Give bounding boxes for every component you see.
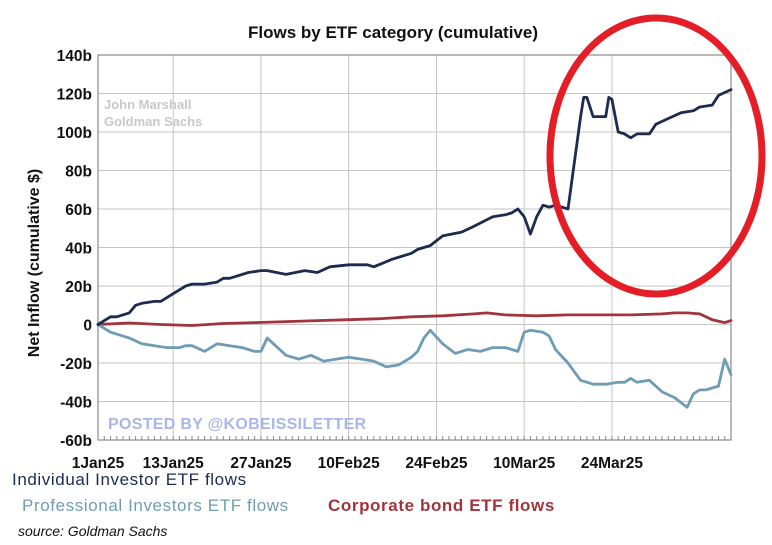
y-tick-label: 20b <box>65 279 92 296</box>
x-tick-label: 13Jan25 <box>143 455 205 472</box>
source-note: source: Goldman Sachs <box>18 523 168 539</box>
x-tick-label: 10Mar25 <box>493 455 555 472</box>
y-tick-label: 100b <box>57 125 92 142</box>
legend-professional: Professional Investors ETF flows <box>22 496 289 515</box>
x-tick-label: 24Feb25 <box>405 455 467 472</box>
y-tick-label: 60b <box>65 202 92 219</box>
series-line-0 <box>96 88 733 326</box>
y-tick-label: -60b <box>60 433 92 450</box>
series-line-2 <box>96 311 733 327</box>
y-tick-label: 40b <box>65 241 92 258</box>
y-axis-label: Net Inflow (cumulative $) <box>26 169 43 357</box>
highlight-ellipse <box>546 14 766 298</box>
x-tick-label: 27Jan25 <box>230 455 292 472</box>
y-tick-label: 120b <box>57 87 92 104</box>
watermark-line2: Goldman Sachs <box>104 114 202 129</box>
y-tick-label: -40b <box>60 395 92 412</box>
y-tick-label: 0 <box>83 318 92 335</box>
y-tick-label: -20b <box>60 356 92 373</box>
y-axis-ticks: -60b -40b -20b 0 20b 40b 60b 80b 100b 120b 140b <box>57 48 92 450</box>
x-tick-label: 24Mar25 <box>581 455 643 472</box>
chart-title: Flows by ETF category (cumulative) <box>248 23 538 42</box>
y-tick-label: 140b <box>57 48 92 65</box>
legend-individual: Individual Investor ETF flows <box>12 470 247 489</box>
x-axis-ticks: 1Jan25 13Jan25 27Jan25 10Feb25 24Feb25 10Mar2… <box>72 455 644 472</box>
plot-frame <box>97 54 732 441</box>
x-tick-label: 10Feb25 <box>318 455 380 472</box>
series-lines <box>96 88 733 409</box>
y-tick-label: 80b <box>65 164 92 181</box>
series-line-1 <box>96 323 733 409</box>
watermark-line1: John Marshall <box>104 97 191 112</box>
legend-corporate-bond: Corporate bond ETF flows <box>328 496 555 515</box>
x-tick-label: 1Jan25 <box>72 455 125 472</box>
posted-by-watermark: POSTED BY @KOBEISSILETTER <box>108 416 367 433</box>
